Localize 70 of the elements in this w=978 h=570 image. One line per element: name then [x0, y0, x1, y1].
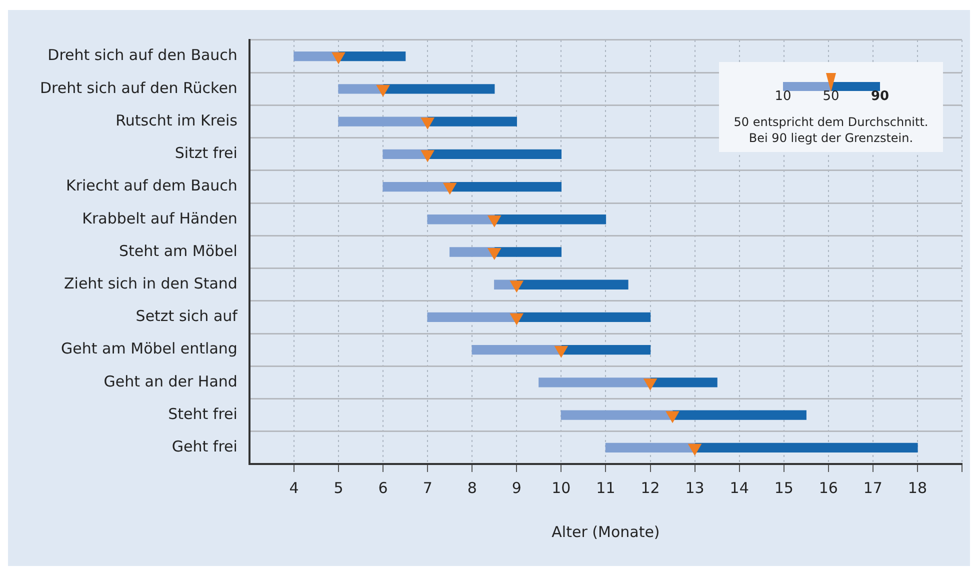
x-tick-label: 18 — [908, 478, 928, 497]
point — [688, 444, 702, 456]
point — [510, 280, 524, 292]
point — [488, 248, 501, 260]
annotation: 10 — [774, 89, 792, 104]
bar — [560, 345, 651, 355]
annotation: 50 entspricht dem Durchschnitt. Bei 90 liegt der Grenzstein. — [732, 114, 930, 146]
point — [443, 182, 456, 194]
bar — [338, 116, 428, 126]
x-axis-title: Alter (Monate) — [552, 522, 660, 541]
bar — [338, 51, 406, 62]
x-tick-label: 14 — [730, 478, 749, 497]
bar — [605, 442, 696, 453]
point — [488, 215, 501, 227]
bar — [427, 116, 517, 126]
bar — [494, 247, 562, 257]
point — [510, 313, 524, 325]
point — [666, 411, 680, 423]
y-tick-label: Sitzt frei — [174, 144, 238, 162]
bar — [538, 378, 651, 388]
bar — [450, 247, 495, 257]
y-tick-label: Geht am Möbel entlang — [61, 340, 238, 358]
x-tick-label: 16 — [818, 478, 838, 497]
y-tick-label: Rutscht im Kreis — [116, 111, 238, 130]
x-tick-label: 13 — [685, 478, 704, 497]
x-tick-label: 12 — [640, 478, 660, 497]
annotation: 90 — [870, 89, 890, 104]
x-tick-label: 11 — [596, 478, 616, 497]
point — [644, 378, 657, 390]
y-tick-label: Zieht sich in den Stand — [64, 274, 238, 293]
bar — [650, 378, 718, 388]
x-tick-label: 8 — [467, 478, 477, 497]
x-tick-label: 6 — [378, 478, 388, 497]
bar — [450, 182, 562, 192]
bar — [427, 312, 517, 322]
y-tick-label: Steht frei — [168, 404, 238, 423]
bar — [427, 214, 495, 224]
point — [332, 52, 346, 64]
bar — [560, 410, 673, 420]
bar — [516, 312, 651, 322]
y-tick-label: Dreht sich auf den Rücken — [40, 78, 238, 97]
y-tick-label: Setzt sich auf — [136, 307, 238, 326]
bar — [338, 84, 384, 94]
y-tick-label: Kriecht auf dem Bauch — [66, 176, 238, 195]
y-tick-label: Dreht sich auf den Bauch — [48, 46, 238, 64]
x-tick-label: 9 — [512, 478, 522, 497]
y-tick-label: Steht am Möbel — [119, 242, 238, 260]
bar — [516, 280, 628, 290]
x-tick-label: 15 — [774, 478, 794, 497]
point — [376, 84, 390, 96]
y-tick-label: Geht frei — [172, 438, 238, 456]
bar — [472, 345, 562, 355]
x-tick-label: 10 — [552, 478, 571, 497]
bar — [694, 442, 918, 453]
x-tick-label: 7 — [422, 478, 432, 497]
bar — [382, 182, 450, 192]
point — [554, 346, 568, 358]
point — [421, 150, 434, 162]
y-tick-label: Geht an der Hand — [104, 372, 238, 390]
bar — [294, 51, 339, 62]
bar — [427, 149, 562, 159]
x-tick-label: 4 — [289, 478, 299, 497]
bar — [382, 84, 495, 94]
x-tick-label: 5 — [334, 478, 344, 497]
annotation: 50 — [822, 89, 840, 104]
bar — [672, 410, 806, 420]
bar — [494, 214, 606, 224]
point — [421, 118, 434, 130]
y-tick-label: Krabbelt auf Händen — [82, 209, 238, 228]
x-tick-label: 17 — [863, 478, 882, 497]
